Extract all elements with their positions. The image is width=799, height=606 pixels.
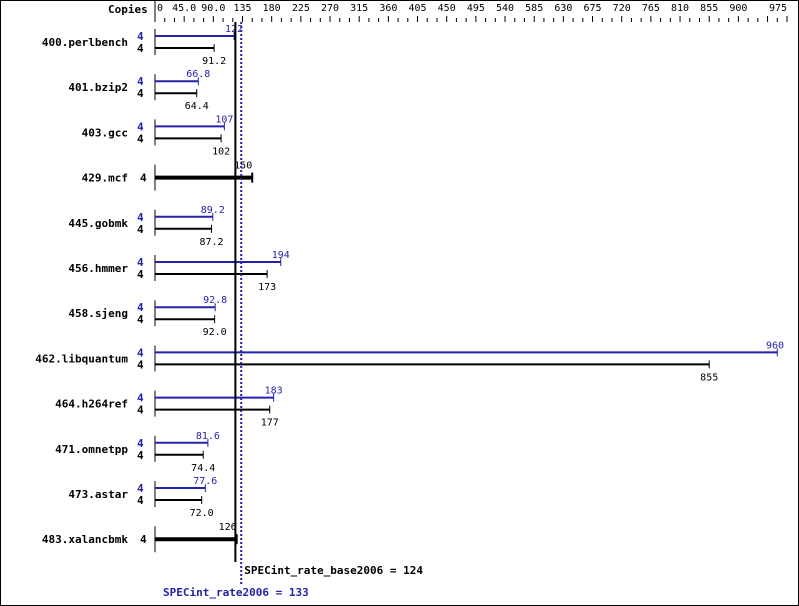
peak-copies-value: 4 — [137, 120, 144, 133]
peak-value-label: 81.6 — [196, 431, 220, 442]
base-value-label: 173 — [258, 282, 276, 293]
x-tick-label: 135 — [233, 3, 251, 14]
benchmark-row: 483.xalancbmk 4 126 — [42, 522, 238, 553]
peak-copies-value: 4 — [137, 482, 144, 495]
x-tick-label: 90.0 — [201, 3, 225, 14]
peak-mean-label: SPECint_rate2006 = 133 — [163, 586, 309, 599]
x-tick-label: 225 — [292, 3, 310, 14]
x-tick-label: 450 — [438, 3, 456, 14]
x-tick-label: 0 — [157, 3, 163, 14]
peak-value-label: 77.6 — [193, 476, 217, 487]
benchmark-name: 456.hmmer — [68, 262, 128, 275]
peak-copies-value: 4 — [137, 211, 144, 224]
base-copies-value: 4 — [137, 223, 144, 236]
peak-value-label: 89.2 — [201, 205, 225, 216]
benchmark-name: 403.gcc — [82, 126, 128, 139]
peak-value-label: 183 — [265, 386, 283, 397]
base-value-label: 87.2 — [199, 237, 223, 248]
peak-copies-value: 4 — [137, 437, 144, 450]
x-tick-label: 360 — [379, 3, 397, 14]
benchmark-name: 473.astar — [68, 488, 128, 501]
benchmark-name: 400.perlbench — [42, 36, 128, 49]
base-value-label: 102 — [212, 146, 230, 157]
x-tick-label: 315 — [350, 3, 368, 14]
x-tick-label: 270 — [321, 3, 339, 14]
x-tick-label: 675 — [584, 3, 602, 14]
benchmark-row: 401.bzip2 44 66.8 64.4 — [68, 69, 210, 112]
x-tick-label: 900 — [729, 3, 747, 14]
benchmark-name: 483.xalancbmk — [42, 533, 128, 546]
benchmark-name: 471.omnetpp — [55, 443, 128, 456]
benchmark-row: 400.perlbench 44 122 91.2 — [42, 24, 243, 67]
base-copies-value: 4 — [137, 42, 144, 55]
peak-value-label: 92.8 — [203, 295, 227, 306]
benchmark-row: 403.gcc 44 107 102 — [82, 114, 234, 157]
x-tick-label: 720 — [613, 3, 631, 14]
benchmark-row: 458.sjeng 44 92.8 92.0 — [68, 295, 227, 338]
peak-value-label: 194 — [272, 250, 290, 261]
benchmark-name: 458.sjeng — [68, 307, 128, 320]
x-tick-label: 585 — [525, 3, 543, 14]
x-tick-label: 855 — [700, 3, 718, 14]
peak-copies-value: 4 — [137, 346, 144, 359]
base-value-label: 74.4 — [191, 463, 215, 474]
benchmark-row: 464.h264ref 44 183 177 — [55, 386, 283, 429]
benchmark-row: 445.gobmk 44 89.2 87.2 — [68, 205, 224, 248]
x-tick-label: 495 — [467, 3, 485, 14]
peak-copies-value: 4 — [137, 75, 144, 88]
peak-value-label: 66.8 — [186, 69, 210, 80]
base-value-label: 91.2 — [202, 56, 226, 67]
x-tick-label: 405 — [408, 3, 426, 14]
base-copies-value: 4 — [137, 132, 144, 145]
base-copies-value: 4 — [137, 358, 144, 371]
x-tick-label: 975 — [769, 3, 787, 14]
peak-value-label: 107 — [215, 114, 233, 125]
base-value-label: 177 — [261, 418, 279, 429]
base-copies-value: 4 — [137, 404, 144, 417]
benchmark-name: 462.libquantum — [35, 352, 128, 365]
peak-copies-value: 4 — [137, 392, 144, 405]
peak-copies-value: 4 — [137, 30, 144, 43]
peak-copies-value: 4 — [137, 301, 144, 314]
copies-value: 4 — [140, 172, 147, 185]
benchmark-name: 401.bzip2 — [68, 81, 128, 94]
x-tick-label: 45.0 — [172, 3, 196, 14]
benchmark-row: 471.omnetpp 44 81.6 74.4 — [55, 431, 220, 474]
peak-value-label: 960 — [766, 340, 784, 351]
base-copies-value: 4 — [137, 313, 144, 326]
base-value-label: 126 — [219, 522, 237, 533]
x-tick-label: 540 — [496, 3, 514, 14]
peak-copies-value: 4 — [137, 256, 144, 269]
benchmark-name: 445.gobmk — [68, 217, 128, 230]
base-value-label: 855 — [700, 372, 718, 383]
peak-value-label: 122 — [225, 24, 243, 35]
benchmark-name: 429.mcf — [82, 172, 128, 185]
benchmark-name: 464.h264ref — [55, 398, 128, 411]
benchmark-row: 462.libquantum 44 960 855 — [35, 340, 784, 383]
base-copies-value: 4 — [137, 494, 144, 507]
x-tick-label: 180 — [263, 3, 281, 14]
base-value-label: 72.0 — [190, 508, 214, 519]
copies-header: Copies — [108, 3, 148, 16]
base-copies-value: 4 — [137, 449, 144, 462]
benchmark-row: 473.astar 44 77.6 72.0 — [68, 476, 217, 519]
x-tick-label: 630 — [554, 3, 572, 14]
copies-value: 4 — [140, 533, 147, 546]
base-value-label: 92.0 — [203, 327, 227, 338]
base-copies-value: 4 — [137, 268, 144, 281]
base-copies-value: 4 — [137, 87, 144, 100]
base-value-label: 150 — [234, 161, 252, 172]
x-tick-label: 765 — [642, 3, 660, 14]
base-value-label: 64.4 — [185, 101, 209, 112]
benchmark-row: 456.hmmer 44 194 173 — [68, 250, 289, 293]
base-mean-label: SPECint_rate_base2006 = 124 — [244, 564, 423, 577]
x-tick-label: 810 — [671, 3, 689, 14]
